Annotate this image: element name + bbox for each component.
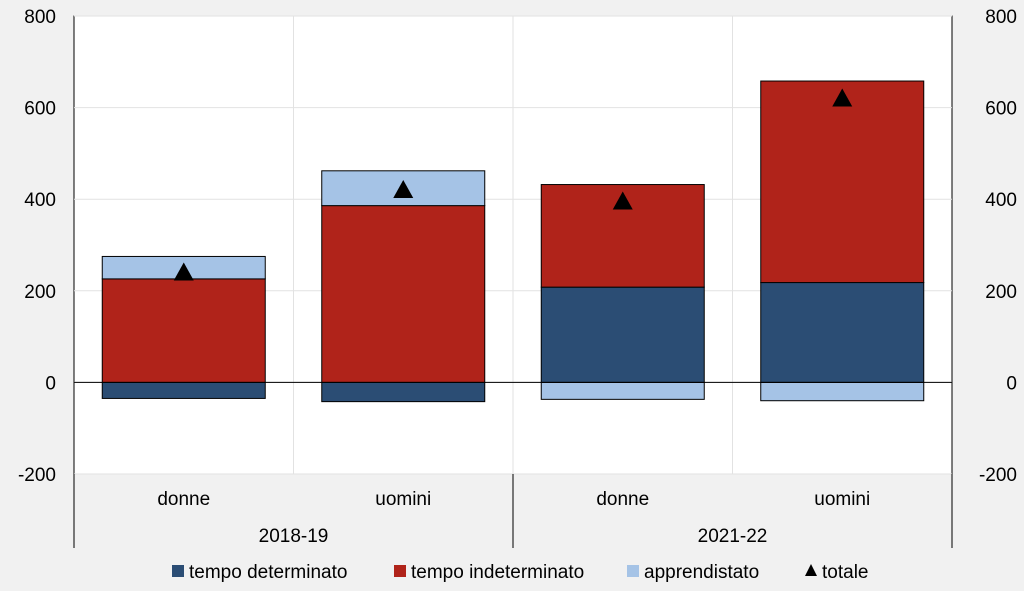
y-tick-right: -200 (979, 465, 1017, 486)
y-tick-left: -200 (18, 465, 56, 486)
x-group-label: 2021-22 (698, 526, 768, 547)
y-tick-left: 200 (24, 282, 56, 303)
totale-marker-0 (173, 262, 194, 281)
total-markers (173, 88, 853, 281)
totale-marker-1 (393, 180, 414, 199)
y-tick-left: 400 (24, 190, 56, 211)
legend-swatch (172, 565, 184, 577)
x-group-label: 2018-19 (259, 526, 329, 547)
legend-label: tempo indeterminato (411, 562, 584, 583)
y-tick-left: 0 (45, 373, 56, 394)
legend-triangle-icon (805, 564, 817, 576)
bar-tempo-determinato-1 (321, 381, 486, 403)
bar-tempo-indeterminato-1 (321, 205, 486, 383)
legend-label: apprendistato (644, 562, 759, 583)
legend: tempo determinato tempo indeterminato appr… (172, 562, 868, 583)
bar-apprendistato-2 (540, 381, 705, 400)
totale-marker-2 (612, 191, 633, 210)
y-tick-right: 400 (985, 190, 1017, 211)
legend-swatch (394, 565, 406, 577)
totale-marker-3 (832, 88, 853, 107)
y-tick-right: 800 (985, 7, 1017, 28)
x-category-label: uomini (375, 489, 431, 510)
y-tick-right: 200 (985, 282, 1017, 303)
bar-apprendistato-3 (760, 381, 925, 402)
bar-tempo-indeterminato-0 (101, 278, 266, 383)
legend-swatch (627, 565, 639, 577)
y-axis-left: 800 600 400 200 0 -200 (18, 7, 56, 486)
legend-label: totale (822, 562, 868, 583)
y-tick-left: 800 (24, 7, 56, 28)
y-tick-left: 600 (24, 99, 56, 120)
x-category-label: donne (596, 489, 649, 510)
bar-tempo-determinato-0 (101, 381, 266, 399)
x-axis: donne uomini donne uomini 2018-19 2021-22 (73, 474, 953, 548)
y-axis-right: 800 600 400 200 0 -200 (979, 7, 1017, 486)
y-tick-right: 600 (985, 99, 1017, 120)
bar-tempo-determinato-3 (760, 282, 925, 383)
bar-tempo-determinato-2 (540, 286, 705, 383)
bar-tempo-indeterminato-3 (760, 80, 925, 284)
legend-label: tempo determinato (189, 562, 347, 583)
x-category-label: uomini (814, 489, 870, 510)
bars (101, 80, 925, 403)
y-tick-right: 0 (1006, 373, 1017, 394)
x-category-label: donne (157, 489, 210, 510)
